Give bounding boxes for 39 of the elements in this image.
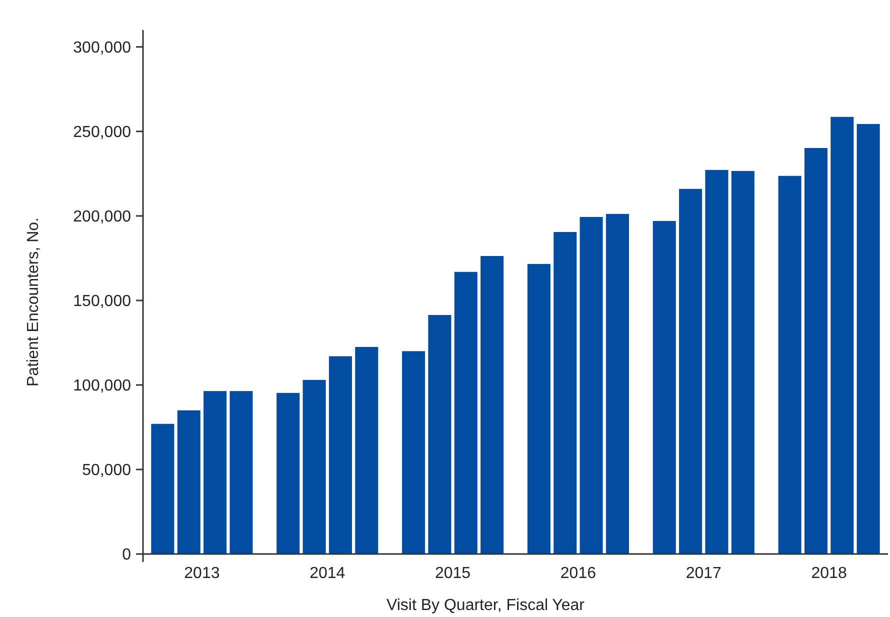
bar: [230, 391, 253, 554]
y-tick-label: 0: [122, 546, 132, 564]
bar: [402, 351, 426, 554]
x-tick-label: 2014: [310, 565, 346, 582]
x-tick-label: 2017: [686, 565, 722, 582]
y-tick-label: 50,000: [82, 462, 132, 480]
y-tick-label: 100,000: [73, 378, 132, 395]
bar: [480, 256, 504, 554]
x-axis-title: Visit By Quarter, Fiscal Year: [386, 597, 586, 614]
y-tick-label: 250,000: [73, 124, 132, 142]
bar: [328, 356, 352, 554]
bar: [804, 148, 828, 554]
bar: [778, 176, 802, 554]
bar: [705, 170, 728, 554]
bar: [428, 314, 452, 554]
bar: [302, 380, 326, 554]
bar: [580, 216, 603, 554]
x-tick-label: 2018: [811, 565, 847, 582]
bar: [554, 232, 577, 554]
bar: [355, 346, 378, 554]
bar: [527, 264, 550, 554]
x-tick-label: 2013: [184, 565, 220, 582]
bar: [276, 392, 300, 554]
bar: [177, 410, 200, 554]
bar: [679, 188, 702, 554]
y-axis-title: Patient Encounters, No.: [25, 218, 42, 386]
y-tick-label: 150,000: [73, 293, 132, 310]
bar: [151, 424, 174, 554]
bar: [856, 124, 880, 554]
x-tick-label: 2016: [560, 565, 596, 582]
y-tick-label: 300,000: [73, 40, 132, 57]
bar: [652, 221, 676, 554]
y-tick-label: 200,000: [73, 208, 132, 226]
bar: [731, 170, 754, 554]
bar: [606, 214, 629, 554]
bar: [830, 116, 854, 554]
bar: [454, 272, 478, 554]
x-tick-label: 2015: [434, 565, 471, 582]
bar: [204, 391, 227, 554]
